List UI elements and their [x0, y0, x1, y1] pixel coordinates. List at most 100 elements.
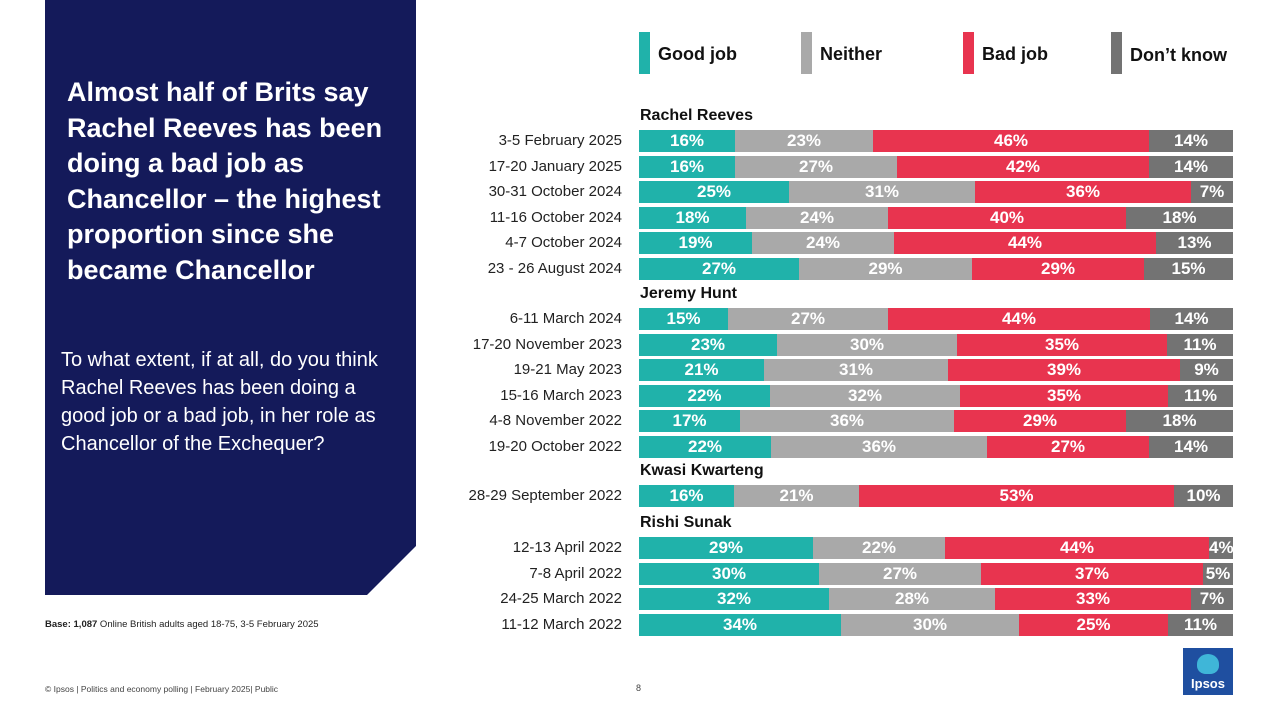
logo-shape-icon [1197, 654, 1219, 674]
bar-segment-bad: 27% [987, 435, 1149, 458]
bar-row: 34% 30% 25% 11% [639, 613, 1233, 636]
bar-row: 23% 30% 35% 11% [639, 333, 1233, 356]
group-title: Rishi Sunak [640, 514, 732, 531]
bar-segment-dont-know: 14% [1149, 155, 1233, 178]
bar-segment-dont-know: 14% [1150, 308, 1233, 330]
bar-segment-neither: 21% [734, 485, 859, 507]
bar-segment-good: 23% [639, 333, 777, 356]
bar-segment-dont-know: 15% [1144, 257, 1233, 280]
logo-text: Ipsos [1191, 676, 1225, 691]
row-label: 11-12 March 2022 [501, 615, 622, 633]
base-count: 1,087 [73, 619, 98, 630]
page-title: Almost half of Brits say Rachel Reeves h… [67, 77, 383, 285]
bar-row: 21% 31% 39% 9% [639, 359, 1233, 381]
survey-question: To what extent, if at all, do you think … [61, 349, 378, 455]
bar-segment-good: 22% [639, 384, 770, 407]
bar-segment-bad: 35% [957, 333, 1167, 356]
bar-segment-good: 30% [639, 562, 819, 585]
bar-segment-bad: 40% [888, 206, 1126, 229]
row-label: 30-31 October 2024 [488, 183, 622, 200]
bar-segment-neither: 24% [746, 206, 888, 229]
bar-segment-neither: 28% [829, 588, 995, 610]
bar-segment-neither: 22% [813, 537, 945, 559]
bar-segment-neither: 31% [789, 181, 975, 203]
bar-row: 30% 27% 37% 5% [639, 562, 1233, 585]
bar-segment-dont-know: 11% [1168, 613, 1233, 636]
row-label: 19-20 October 2022 [488, 437, 622, 455]
bar-segment-good: 25% [639, 181, 789, 203]
bar-segment-good: 19% [639, 232, 752, 254]
bar-segment-good: 34% [639, 613, 841, 636]
row-label: 7-8 April 2022 [529, 564, 622, 582]
page-number: 8 [636, 683, 642, 693]
bar-segment-dont-know: 18% [1126, 410, 1233, 432]
bar-row: 22% 32% 35% 11% [639, 384, 1233, 407]
bar-row: 25% 31% 36% 7% [639, 181, 1233, 203]
row-label: 11-16 October 2024 [489, 208, 622, 226]
bar-segment-good: 22% [639, 435, 771, 458]
row-label: 12-13 April 2022 [512, 539, 622, 556]
base-text: Online British adults aged 18-75, 3-5 Fe… [97, 619, 319, 630]
bar-segment-dont-know: 18% [1126, 206, 1233, 229]
group-title: Rachel Reeves [640, 107, 753, 124]
group-title: Jeremy Hunt [640, 285, 737, 302]
bar-segment-bad: 39% [948, 359, 1180, 381]
row-label: 17-20 January 2025 [488, 157, 622, 175]
bar-row: 16% 27% 42% 14% [639, 155, 1233, 178]
base-label: Base: [45, 619, 71, 630]
bar-segment-bad: 25% [1019, 613, 1168, 636]
row-label: 4-7 October 2024 [505, 234, 622, 251]
bar-row: 17% 36% 29% 18% [639, 410, 1233, 432]
bar-segment-dont-know: 13% [1156, 232, 1233, 254]
bar-segment-dont-know: 11% [1168, 384, 1233, 407]
bar-segment-good: 18% [639, 206, 746, 229]
bar-segment-bad: 53% [859, 485, 1174, 507]
legend-label: Bad job [982, 44, 1048, 64]
row-label: 28-29 September 2022 [468, 487, 622, 504]
bar-segment-neither: 27% [728, 308, 888, 330]
bar-segment-dont-know: 14% [1149, 130, 1233, 152]
bar-segment-bad: 44% [888, 308, 1150, 330]
bar-segment-good: 27% [639, 257, 799, 280]
bar-segment-neither: 36% [771, 435, 987, 458]
row-label: 15-16 March 2023 [500, 386, 622, 404]
bar-segment-good: 15% [639, 308, 728, 330]
bar-segment-bad: 42% [897, 155, 1149, 178]
bar-row: 27% 29% 29% 15% [639, 257, 1233, 280]
bar-segment-dont-know: 14% [1149, 435, 1233, 458]
row-label: 19-21 May 2023 [513, 361, 622, 378]
bar-segment-bad: 44% [894, 232, 1156, 254]
bar-segment-bad: 29% [954, 410, 1126, 432]
bar-segment-neither: 27% [819, 562, 981, 585]
bar-segment-neither: 23% [735, 130, 873, 152]
row-label: 17-20 November 2023 [472, 335, 622, 353]
bar-segment-good: 32% [639, 588, 829, 610]
bar-segment-neither: 24% [752, 232, 894, 254]
bar-segment-dont-know: 7% [1191, 588, 1233, 610]
bar-segment-neither: 32% [770, 384, 960, 407]
base-note: Base: 1,087 Online British adults aged 1… [45, 619, 319, 630]
bar-segment-bad: 46% [873, 130, 1149, 152]
legend-swatch [639, 32, 650, 74]
bar-segment-bad: 36% [975, 181, 1191, 203]
bar-segment-neither: 30% [841, 613, 1019, 636]
bar-segment-bad: 29% [972, 257, 1144, 280]
bar-segment-good: 16% [639, 130, 735, 152]
bar-row: 18% 24% 40% 18% [639, 206, 1233, 229]
bar-row: 22% 36% 27% 14% [639, 435, 1233, 458]
bar-segment-dont-know: 10% [1174, 485, 1233, 507]
bar-segment-dont-know: 9% [1180, 359, 1233, 381]
bar-segment-dont-know: 7% [1191, 181, 1233, 203]
bar-row: 19% 24% 44% 13% [639, 232, 1233, 254]
bar-segment-bad: 37% [981, 562, 1203, 585]
bar-segment-dont-know: 5% [1203, 562, 1233, 585]
row-label: 6-11 March 2024 [509, 310, 622, 327]
bar-segment-neither: 30% [777, 333, 957, 356]
row-label: 23 - 26 August 2024 [487, 259, 622, 277]
headline-panel [45, 0, 416, 595]
bar-segment-dont-know: 11% [1167, 333, 1233, 356]
bar-row: 29% 22% 44% 4% [639, 537, 1234, 559]
bar-segment-good: 21% [639, 359, 764, 381]
ipsos-logo: Ipsos [1183, 648, 1233, 695]
legend-swatch [801, 32, 812, 74]
